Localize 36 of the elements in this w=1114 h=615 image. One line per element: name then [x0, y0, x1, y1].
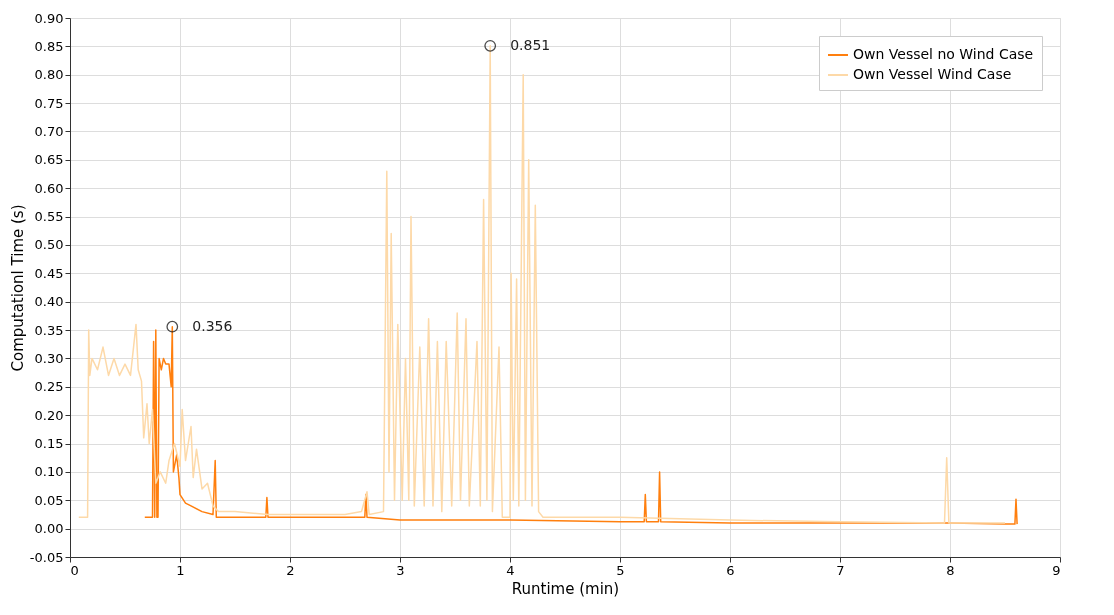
x-tick-label: 2 [286, 562, 295, 578]
y-tick-label: 0.60 [34, 180, 64, 196]
y-tick-label: 0.75 [34, 95, 64, 111]
x-tick-label: 5 [616, 562, 625, 578]
y-tick-label: -0.05 [29, 549, 64, 565]
annotation: 0.851 [510, 36, 551, 53]
legend-label: Own Vessel Wind Case [853, 66, 1012, 82]
y-tick-label: 0.90 [34, 10, 64, 26]
x-tick-label: 6 [726, 562, 735, 578]
x-tick-label: 4 [506, 562, 515, 578]
y-tick-label: 0.70 [34, 123, 64, 139]
x-tick-label: 1 [176, 562, 185, 578]
y-tick-label: 0.65 [34, 152, 64, 168]
y-tick-label: 0.05 [34, 492, 64, 508]
x-tick-label: 3 [396, 562, 405, 578]
annotation: 0.356 [192, 317, 233, 334]
y-tick-label: 0.45 [34, 265, 64, 281]
y-tick-label: 0.35 [34, 322, 64, 338]
x-tick-label: 9 [1052, 562, 1061, 578]
y-axis-title: Computationl Time (s) [8, 204, 27, 372]
y-tick-label: 0.00 [34, 521, 64, 537]
y-tick-label: 0.55 [34, 209, 64, 225]
y-tick-label: 0.50 [34, 237, 64, 253]
legend-label: Own Vessel no Wind Case [853, 46, 1034, 62]
y-tick-label: 0.15 [34, 436, 64, 452]
x-axis-title: Runtime (min) [511, 579, 620, 598]
x-tick-label: 0 [70, 562, 79, 578]
y-tick-label: 0.40 [34, 294, 64, 310]
y-tick-label: 0.25 [34, 379, 64, 395]
y-tick-label: 0.20 [34, 407, 64, 423]
x-tick-label: 8 [946, 562, 955, 578]
y-tick-label: 0.10 [34, 464, 64, 480]
y-tick-label: 0.30 [34, 350, 64, 366]
y-tick-label: 0.80 [34, 67, 64, 83]
x-tick-label: 7 [836, 562, 845, 578]
y-tick-label: 0.85 [34, 38, 64, 54]
